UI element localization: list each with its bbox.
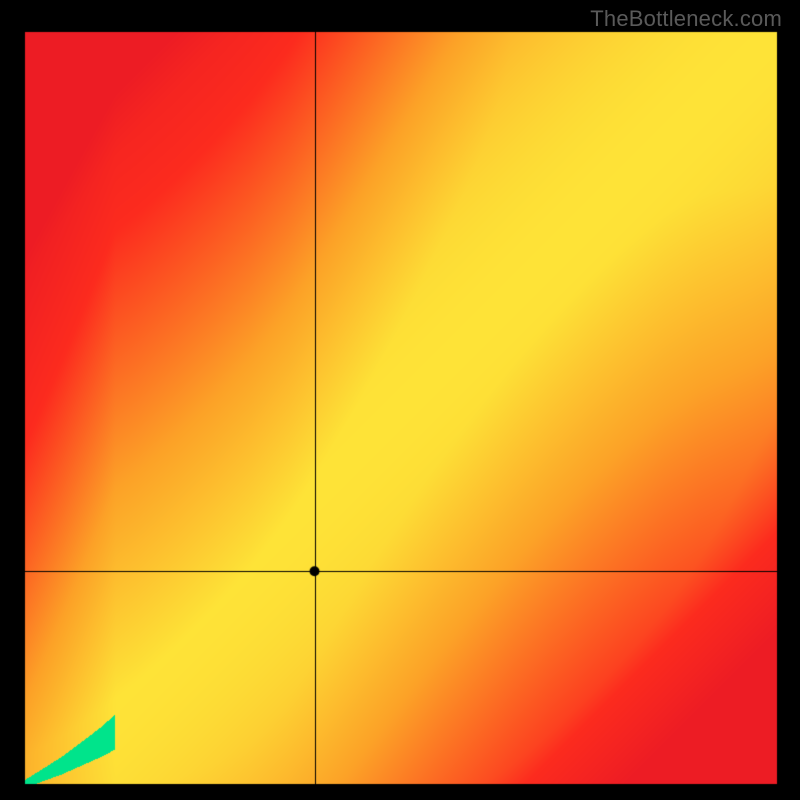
heatmap-canvas: [0, 0, 800, 800]
watermark-text: TheBottleneck.com: [590, 6, 782, 32]
chart-container: TheBottleneck.com: [0, 0, 800, 800]
